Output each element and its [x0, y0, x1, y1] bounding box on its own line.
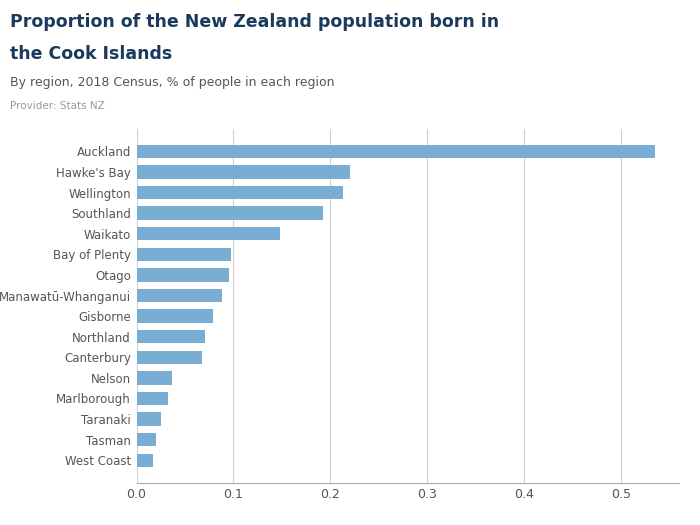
Bar	[136, 454, 153, 467]
Bar	[136, 268, 228, 281]
Bar	[136, 186, 343, 200]
Bar	[136, 412, 161, 426]
Bar	[136, 227, 280, 240]
Bar	[136, 371, 172, 384]
Bar	[136, 145, 654, 158]
Bar	[136, 351, 202, 364]
Bar	[136, 392, 169, 405]
Text: By region, 2018 Census, % of people in each region: By region, 2018 Census, % of people in e…	[10, 76, 335, 89]
Text: figure.nz: figure.nz	[574, 17, 665, 35]
Bar	[136, 433, 156, 446]
Bar	[136, 289, 222, 302]
Bar	[136, 165, 349, 178]
Bar	[136, 206, 323, 220]
Bar	[136, 309, 213, 323]
Text: Provider: Stats NZ: Provider: Stats NZ	[10, 101, 105, 111]
Text: Proportion of the New Zealand population born in: Proportion of the New Zealand population…	[10, 13, 500, 31]
Text: the Cook Islands: the Cook Islands	[10, 45, 173, 62]
Bar	[136, 330, 205, 343]
Bar	[136, 248, 232, 261]
